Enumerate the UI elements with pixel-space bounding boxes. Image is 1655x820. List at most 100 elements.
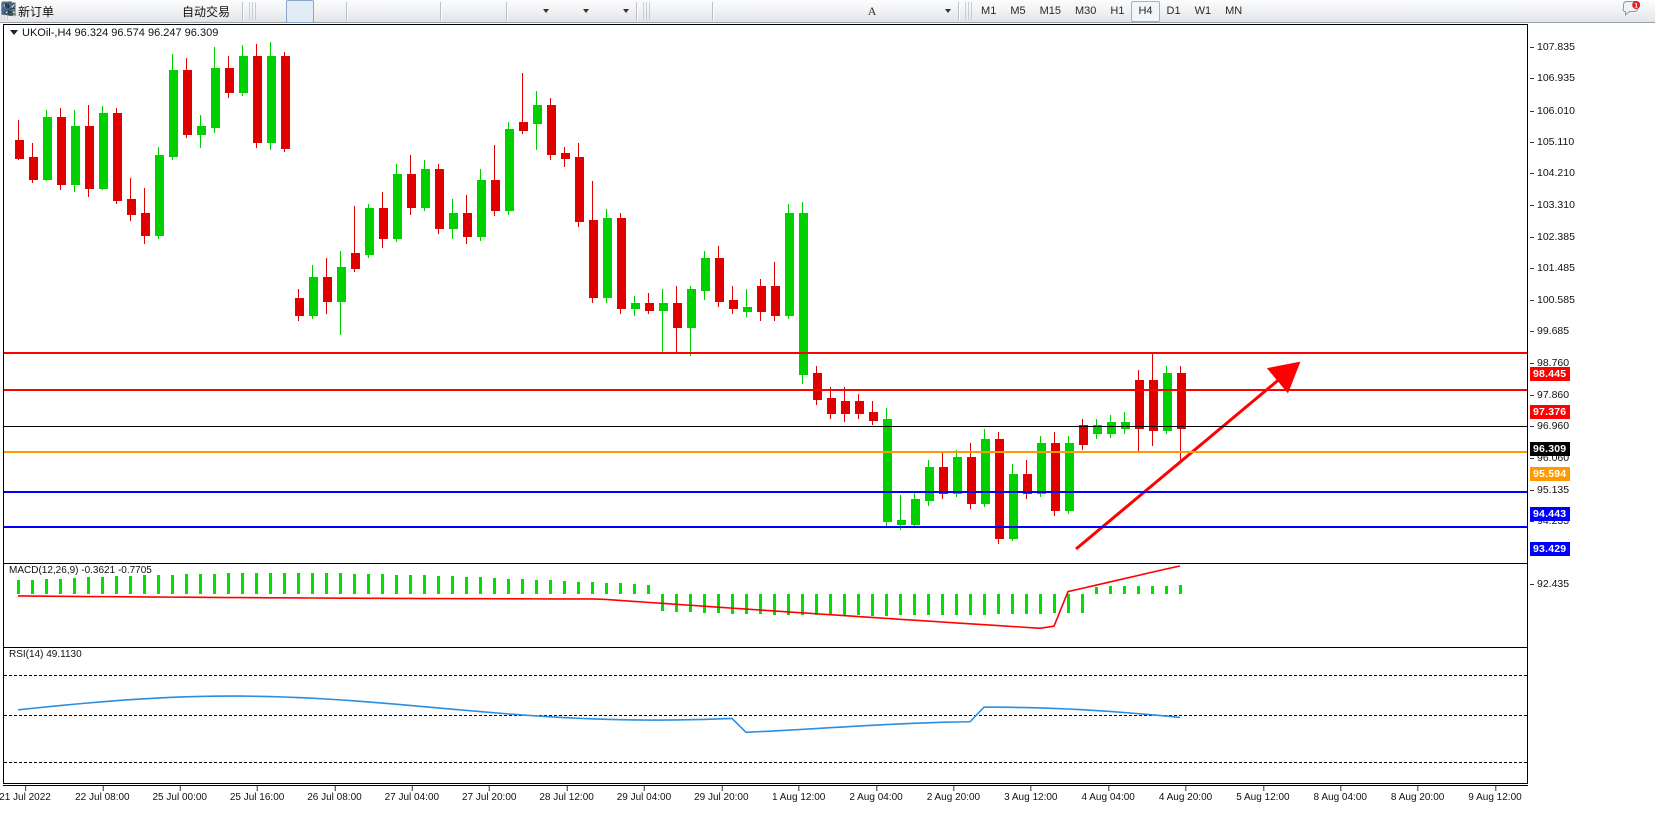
timeframe-h1[interactable]: H1 bbox=[1110, 4, 1125, 17]
time-axis-tick: 4 Aug 20:00 bbox=[1158, 786, 1213, 803]
period-icon[interactable] bbox=[1, 0, 580, 23]
candle-body bbox=[603, 218, 612, 299]
macd-histogram-bar bbox=[535, 579, 538, 594]
macd-histogram-bar bbox=[941, 594, 944, 616]
macd-histogram-bar bbox=[773, 594, 776, 615]
candle-body bbox=[757, 286, 766, 313]
macd-histogram-bar bbox=[577, 581, 580, 594]
zoom-out-icon[interactable] bbox=[1, 0, 408, 23]
macd-histogram-bar bbox=[633, 584, 636, 594]
period-dropdown-caret[interactable] bbox=[583, 9, 590, 13]
rsi-pane[interactable]: RSI(14) 49.1130 bbox=[4, 648, 1527, 783]
macd-histogram-bar bbox=[1011, 594, 1014, 615]
text-label-icon[interactable]: T bbox=[2, 0, 914, 23]
timeframe-d1[interactable]: D1 bbox=[1166, 4, 1181, 17]
autotrading-icon[interactable] bbox=[1, 0, 174, 23]
macd-histogram-bar bbox=[843, 594, 846, 616]
hline-icon[interactable] bbox=[2, 0, 774, 23]
timeframe-m1[interactable]: M1 bbox=[981, 4, 997, 17]
price-level-badge-support-2[interactable]: 93.429 bbox=[1530, 542, 1571, 557]
candle-chart-icon[interactable] bbox=[2, 0, 315, 23]
time-axis-tick: 21 Jul 2022 bbox=[0, 786, 51, 803]
tile-windows-icon[interactable] bbox=[1, 0, 436, 23]
cursor-icon[interactable] bbox=[5, 0, 680, 23]
indicators-dropdown-caret[interactable] bbox=[543, 9, 550, 13]
line-chart-icon[interactable] bbox=[2, 0, 342, 23]
price-level-badge-current-price[interactable]: 96.309 bbox=[1530, 441, 1571, 456]
bar-chart-icon[interactable] bbox=[2, 0, 286, 23]
candle-body bbox=[953, 456, 962, 494]
timeframe-m5[interactable]: M5 bbox=[1010, 4, 1026, 17]
chart-menu-triangle-icon[interactable] bbox=[10, 30, 18, 35]
equidistant-channel-icon[interactable]: E bbox=[1, 0, 830, 23]
candle-body bbox=[337, 266, 346, 302]
timeframe-mn[interactable]: MN bbox=[1225, 4, 1243, 17]
time-axis-tick: 3 Aug 12:00 bbox=[1004, 786, 1058, 803]
macd-histogram-bar bbox=[955, 594, 958, 616]
toolbar-grip-3[interactable] bbox=[643, 2, 651, 20]
macd-histogram-bar bbox=[199, 573, 202, 594]
chart-area[interactable]: UKOil-,H4 96.324 96.574 96.247 96.309 bbox=[0, 23, 1655, 819]
toolbar-separator-6 bbox=[712, 1, 715, 21]
macd-signal-line bbox=[17, 565, 1181, 630]
price-level-badge-pivot[interactable]: 95.594 bbox=[1530, 466, 1571, 481]
trendline-icon[interactable] bbox=[2, 0, 802, 23]
text-icon[interactable]: A bbox=[867, 3, 877, 18]
toolbar-grip-4[interactable] bbox=[965, 2, 973, 20]
candle-body bbox=[715, 258, 724, 302]
time-axis[interactable]: 21 Jul 2022 22 Jul 08:00 25 Jul 00:00 25 Ju… bbox=[0, 785, 1528, 820]
timeframe-m30[interactable]: M30 bbox=[1075, 4, 1097, 17]
candle-body bbox=[841, 401, 850, 414]
macd-pane[interactable]: MACD(12,26,9) -0.3621 -0.7705 bbox=[4, 564, 1527, 648]
auto-scroll-icon[interactable] bbox=[2, 0, 502, 23]
shapes-icon[interactable] bbox=[3, 0, 942, 23]
message-icon[interactable]: 1 bbox=[1621, 0, 1649, 23]
rsi-line bbox=[17, 695, 1181, 734]
indicators-icon[interactable] bbox=[2, 0, 540, 23]
fibonacci-icon[interactable]: F bbox=[3, 0, 858, 23]
macd-histogram-bar bbox=[143, 575, 146, 594]
macd-histogram-bar bbox=[87, 577, 90, 594]
macd-histogram-bar bbox=[1053, 594, 1056, 614]
chart-symbol-title: UKOil-,H4 96.324 96.574 96.247 96.309 bbox=[10, 27, 218, 39]
crosshair-icon[interactable] bbox=[2, 0, 708, 23]
candle-body bbox=[925, 467, 934, 501]
price-axis[interactable]: 107.835 106.935 106.010 105.110 104.210 103.3… bbox=[1529, 41, 1655, 784]
new-order-label-button[interactable]: 新订单 bbox=[10, 0, 62, 23]
price-pane[interactable]: UKOil-,H4 96.324 96.574 96.247 96.309 bbox=[4, 25, 1527, 564]
time-axis-tick: 25 Jul 16:00 bbox=[229, 786, 285, 803]
macd-histogram-bar bbox=[801, 594, 804, 615]
candle-body bbox=[1037, 442, 1046, 494]
templates-icon[interactable] bbox=[1, 0, 620, 23]
data-window-icon[interactable] bbox=[2, 0, 118, 23]
toolbar-grip-2[interactable] bbox=[249, 2, 257, 20]
candle-body bbox=[1051, 442, 1060, 512]
navigator-icon[interactable] bbox=[1, 0, 146, 23]
price-axis-tick: 106.010 bbox=[1530, 104, 1575, 117]
candle-body bbox=[1149, 380, 1158, 431]
price-level-badge-resistance-2[interactable]: 98.445 bbox=[1530, 367, 1571, 382]
timeframe-w1[interactable]: W1 bbox=[1194, 4, 1212, 17]
time-axis-tick: 28 Jul 12:00 bbox=[539, 786, 594, 803]
timeframe-h4[interactable]: H4 bbox=[1131, 0, 1160, 22]
macd-histogram-bar bbox=[73, 577, 76, 594]
candle-body bbox=[449, 212, 458, 229]
vline-icon[interactable] bbox=[7, 0, 746, 23]
macd-histogram-bar bbox=[815, 594, 818, 616]
macd-histogram-bar bbox=[563, 581, 566, 594]
shapes-dropdown-caret[interactable] bbox=[945, 9, 952, 13]
trend-arrow-annotation[interactable] bbox=[4, 25, 1527, 562]
timeframe-m15[interactable]: M15 bbox=[1039, 4, 1061, 17]
candle-body bbox=[211, 68, 220, 128]
templates-dropdown-caret[interactable] bbox=[623, 9, 630, 13]
time-axis-tick: 27 Jul 20:00 bbox=[461, 786, 517, 803]
price-level-badge-support-1[interactable]: 94.443 bbox=[1530, 506, 1571, 521]
autotrading-label-button[interactable]: 自动交易 bbox=[174, 0, 238, 23]
shift-end-icon[interactable] bbox=[2, 0, 474, 23]
zoom-in-icon[interactable] bbox=[1, 0, 380, 23]
price-level-badge-resistance-1[interactable]: 97.376 bbox=[1530, 404, 1571, 419]
candle-body bbox=[407, 174, 416, 208]
candle-body bbox=[253, 55, 262, 144]
terminal-icon[interactable] bbox=[1, 0, 90, 23]
search-icon[interactable] bbox=[1, 0, 1621, 23]
